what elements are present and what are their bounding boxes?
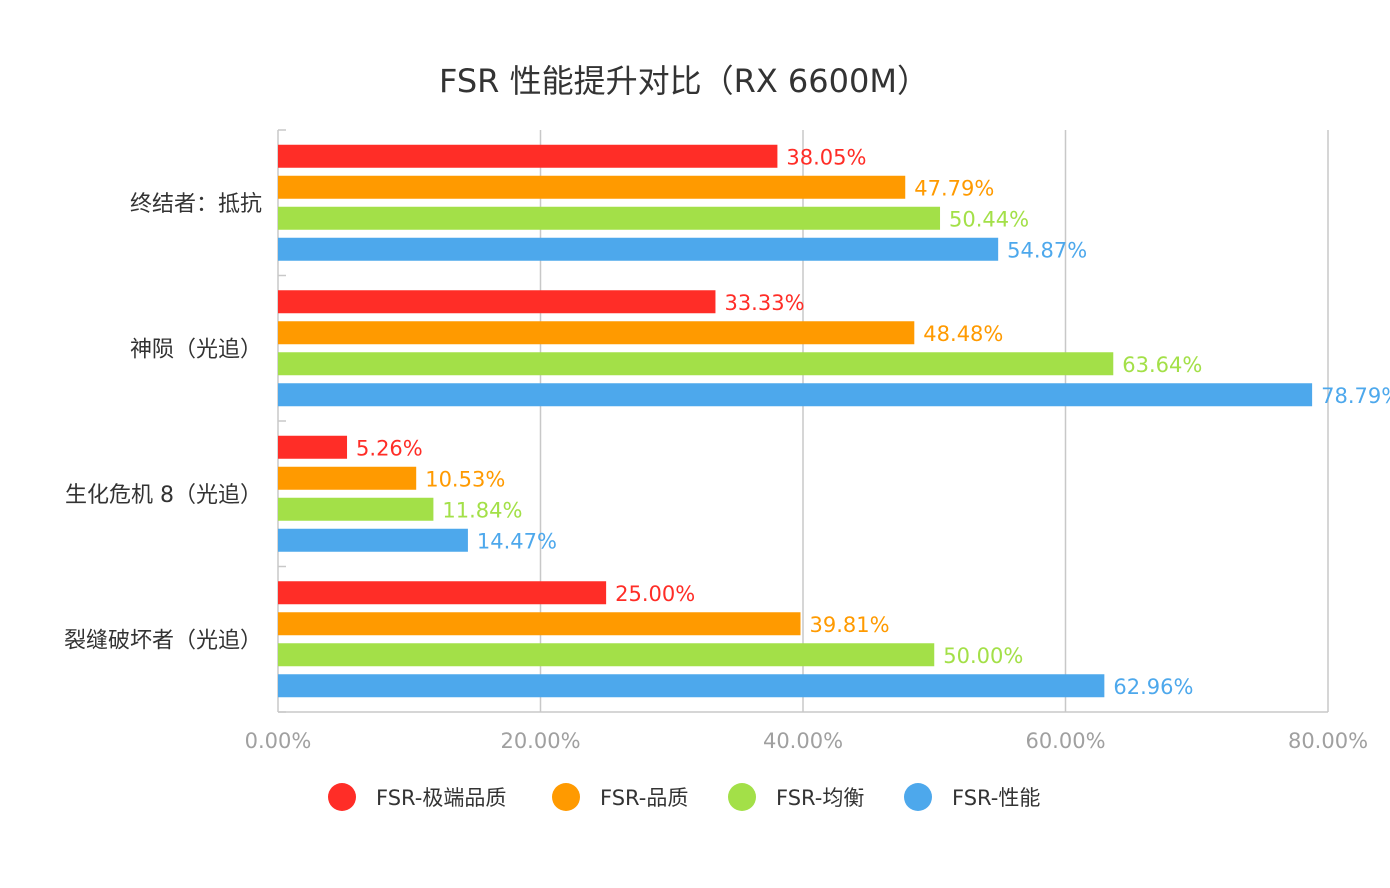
category-label: 裂缝破坏者（光追）	[64, 628, 262, 653]
data-label: 11.84%	[442, 498, 522, 522]
bar	[278, 175, 906, 199]
data-label: 50.00%	[943, 644, 1023, 668]
data-label: 33.33%	[724, 291, 804, 315]
legend-marker	[728, 783, 756, 811]
bar	[278, 206, 941, 230]
category-label: 神陨（光追）	[130, 337, 262, 362]
bar	[278, 528, 468, 552]
legend-label: FSR-性能	[952, 786, 1040, 810]
data-label: 10.53%	[425, 467, 505, 491]
data-labels: 38.05% 47.79% 50.44% 54.87% 33.33% 48.48% 63.6…	[356, 145, 1390, 699]
chart-title: FSR 性能提升对比（RX 6600M）	[439, 62, 929, 100]
x-tick-label: 60.00%	[1025, 729, 1105, 753]
data-label: 54.87%	[1007, 238, 1087, 262]
data-label: 14.47%	[477, 529, 557, 553]
bar	[278, 466, 417, 490]
category-label: 生化危机 8（光追）	[65, 483, 262, 508]
bar	[278, 497, 434, 521]
data-label: 25.00%	[615, 582, 695, 606]
x-tick-label: 40.00%	[763, 729, 843, 753]
x-tick-label: 80.00%	[1288, 729, 1368, 753]
bar	[278, 383, 1313, 407]
data-label: 5.26%	[356, 436, 423, 460]
bar	[278, 612, 801, 636]
legend: FSR-极端品质 FSR-品质 FSR-均衡 FSR-性能	[328, 783, 1040, 811]
data-label: 63.64%	[1122, 353, 1202, 377]
legend-label: FSR-品质	[600, 786, 688, 810]
bar	[278, 237, 999, 261]
data-label: 38.05%	[786, 145, 866, 169]
bars	[278, 144, 1313, 698]
bar	[278, 290, 716, 314]
legend-label: FSR-极端品质	[376, 786, 506, 810]
legend-marker	[904, 783, 932, 811]
legend-label: FSR-均衡	[776, 786, 864, 810]
bar	[278, 581, 607, 605]
data-label: 48.48%	[923, 322, 1003, 346]
bar	[278, 144, 778, 168]
category-label: 终结者：抵抗	[130, 192, 262, 217]
bar	[278, 435, 348, 459]
x-tick-label: 20.00%	[500, 729, 580, 753]
data-label: 78.79%	[1321, 384, 1390, 408]
bar	[278, 643, 935, 667]
data-label: 39.81%	[810, 613, 890, 637]
x-tick-label: 0.00%	[245, 729, 312, 753]
legend-marker	[552, 783, 580, 811]
data-label: 62.96%	[1113, 675, 1193, 699]
bar	[278, 321, 915, 345]
data-label: 50.44%	[949, 207, 1029, 231]
data-label: 47.79%	[914, 176, 994, 200]
bar	[278, 674, 1105, 698]
bar	[278, 352, 1114, 376]
legend-marker	[328, 783, 356, 811]
x-tick-labels: 0.00% 20.00% 40.00% 60.00% 80.00%	[245, 729, 1368, 753]
